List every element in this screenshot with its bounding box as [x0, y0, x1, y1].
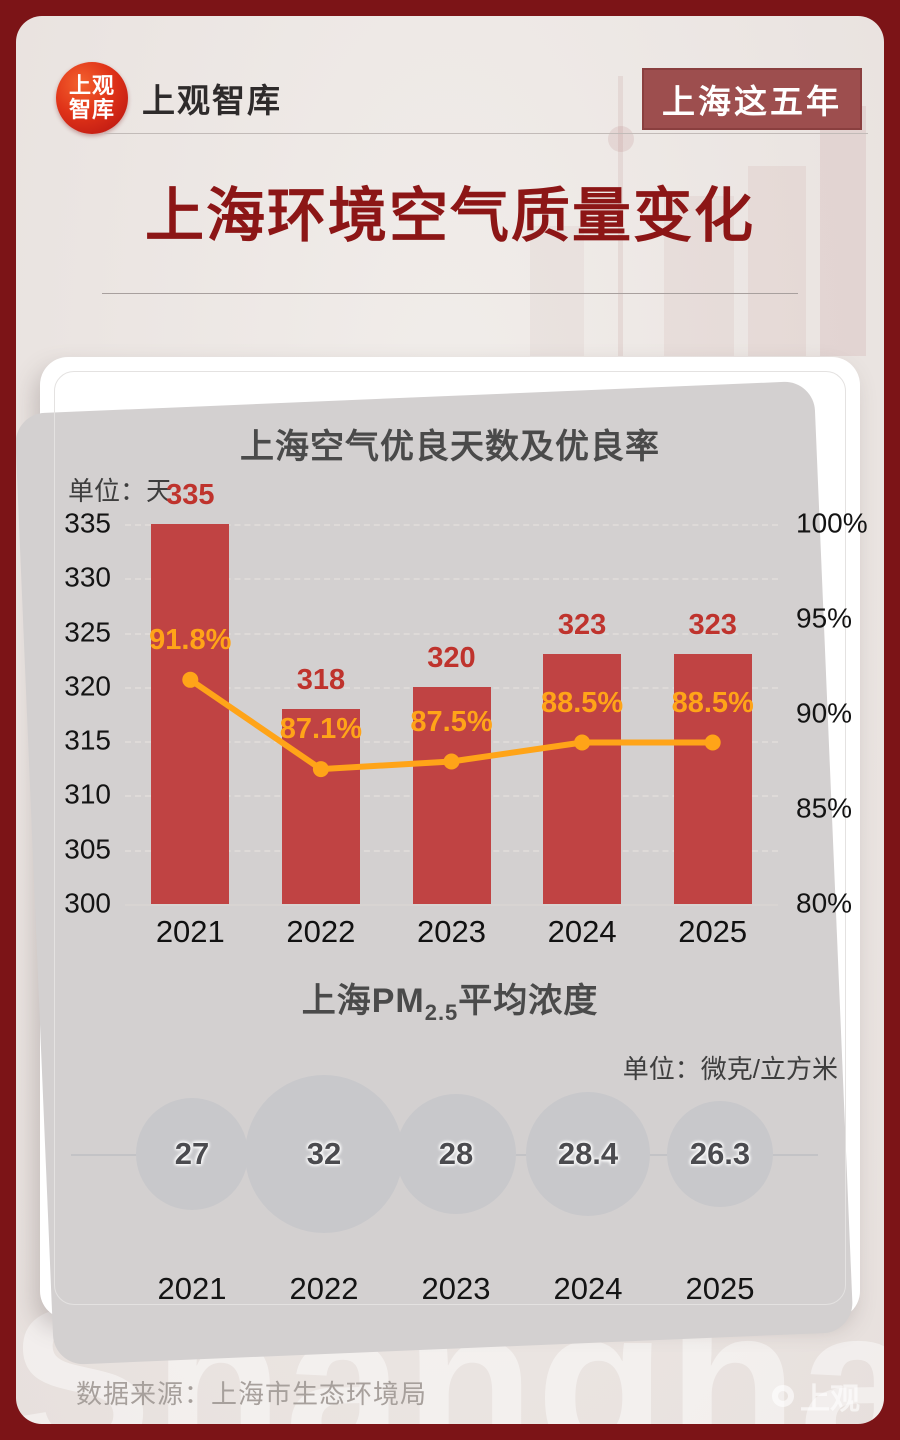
rate-label: 88.5% [540, 686, 624, 719]
left-axis-tick: 335 [64, 507, 111, 539]
chart-card: 上海空气优良天数及优良率 单位：天 335 330 325 320 315 310 305 3… [40, 357, 868, 1319]
bubble-value-label: 27 [174, 1136, 210, 1171]
bar-chart-unit-label: 单位：天 [68, 476, 173, 506]
bubble-year-label-2023: 2023 [421, 1271, 491, 1306]
x-axis-label-2022: 2022 [286, 914, 356, 949]
right-axis-tick: 90% [796, 697, 853, 729]
series-badge: 上海这五年 [642, 68, 862, 130]
brand-logo: 上观 智库 上观智库 [56, 62, 282, 134]
bar-value-label: 320 [427, 641, 476, 674]
brand-logo-icon: 上观 智库 [56, 62, 128, 134]
bar-chart-plot: 335 330 325 320 315 310 305 300 100% 95% 90% 85% 80%… [64, 479, 867, 949]
bubble-title-prefix: 上海PM [301, 982, 425, 1020]
bubble-value-label: 32 [306, 1136, 342, 1171]
rate-label: 91.8% [149, 623, 232, 656]
poster-background: 上观 智库 上观智库 上海这五年 上海环境空气质量变化 Shanghai 上海空… [16, 16, 884, 1424]
bubble-title-subscript: 2.5 [424, 999, 459, 1025]
left-axis-tick: 300 [64, 887, 111, 919]
bubble-2021 [135, 1097, 249, 1211]
x-axis-label-2021: 2021 [155, 914, 225, 949]
gridline [125, 524, 778, 526]
right-axis-tick: 85% [796, 792, 853, 824]
x-axis-label-2023: 2023 [417, 914, 486, 949]
rate-label: 87.1% [279, 713, 363, 746]
right-axis-tick: 80% [796, 887, 853, 919]
corner-watermark-text: 上观 [800, 1383, 860, 1416]
bubble-value-label: 28.4 [557, 1136, 619, 1171]
bubble-title-suffix: 平均浓度 [458, 982, 599, 1020]
corner-watermark: 上观 [772, 1374, 860, 1418]
x-axis-label-2025: 2025 [678, 914, 748, 949]
bubble-chart-title: 上海PM2.5平均浓度 [40, 973, 860, 1026]
rate-line [182, 671, 721, 778]
bubble-chart-plot: 27 2021 32 2022 28 2023 28.4 2024 26.3 2025 [71, 1059, 818, 1306]
bubble-2024 [525, 1091, 651, 1217]
bubble-2022 [245, 1075, 403, 1233]
left-axis-tick: 310 [64, 778, 111, 810]
bubble-2025 [666, 1100, 774, 1208]
bar-2021 [151, 524, 230, 904]
bar-value-label: 323 [688, 609, 737, 642]
gridline [125, 632, 778, 635]
bubble-value-label: 26.3 [689, 1136, 751, 1171]
x-axis-label-2024: 2024 [547, 914, 617, 949]
data-source: 数据来源：上海市生态环境局 [76, 1379, 428, 1409]
bar-value-label: 335 [166, 479, 215, 511]
bar-2023 [412, 686, 491, 904]
bar-value-label: 318 [296, 663, 346, 696]
page-title: 上海环境空气质量变化 [144, 183, 755, 249]
right-axis-tick: 100% [796, 507, 868, 539]
bubble-chart-unit-label: 单位：微克/立方米 [622, 1054, 838, 1084]
gridline [125, 578, 778, 581]
logo-text-line2: 智库 [68, 97, 115, 122]
left-axis-tick: 315 [64, 724, 111, 756]
bar-value-label: 323 [557, 609, 607, 642]
bar-chart-title: 上海空气优良天数及优良率 [240, 428, 660, 466]
ring-icon [772, 1385, 794, 1407]
bar-2025 [673, 654, 752, 904]
bubble-year-label-2024: 2024 [553, 1271, 623, 1306]
bubble-value-label: 28 [438, 1136, 474, 1171]
left-axis-tick: 305 [64, 833, 111, 865]
left-axis-tick: 320 [64, 670, 111, 702]
rate-label: 87.5% [410, 705, 493, 738]
rate-label: 88.5% [671, 686, 754, 719]
pearl-tower-icon [608, 126, 634, 152]
title-divider [102, 293, 798, 294]
left-axis-tick: 330 [64, 561, 111, 593]
right-axis-tick: 95% [796, 602, 853, 634]
bar-2024 [543, 654, 622, 904]
brand-name: 上观智库 [142, 82, 282, 119]
bubble-year-label-2025: 2025 [685, 1271, 755, 1306]
left-axis-tick: 325 [64, 615, 111, 647]
bubble-year-label-2022: 2022 [289, 1271, 359, 1306]
header-divider [104, 133, 868, 134]
bubble-2023 [395, 1093, 517, 1215]
bar-2022 [281, 708, 360, 904]
logo-text-line1: 上观 [68, 73, 115, 98]
bubble-year-label-2021: 2021 [157, 1271, 227, 1306]
